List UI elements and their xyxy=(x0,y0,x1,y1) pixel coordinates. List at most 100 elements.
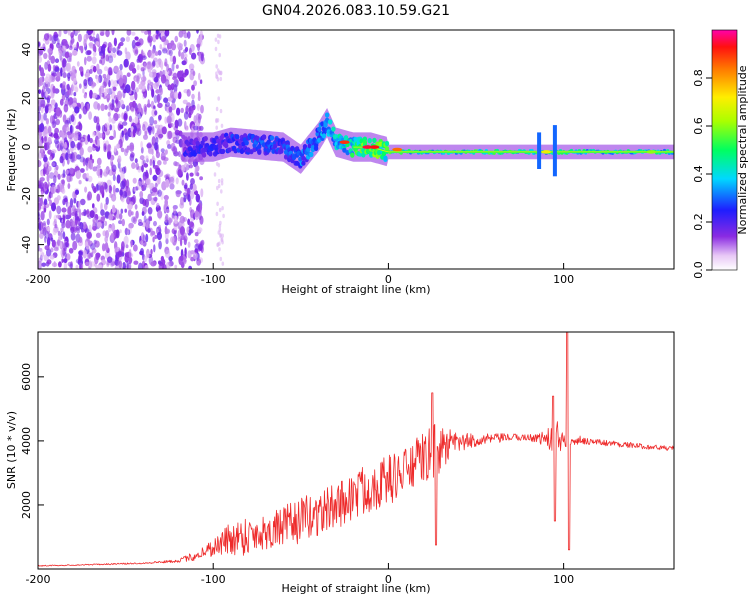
noise-point xyxy=(183,111,189,120)
noise-point xyxy=(165,208,170,214)
noise-point xyxy=(191,99,195,108)
noise-point xyxy=(86,208,90,218)
noise-point xyxy=(179,255,184,261)
noise-point xyxy=(104,235,108,243)
noise-point xyxy=(43,207,47,213)
noise-point xyxy=(162,48,168,54)
snr-plot-area xyxy=(38,332,674,567)
signal-peak xyxy=(339,140,350,144)
noise-point xyxy=(143,92,147,99)
noise-point xyxy=(92,166,98,172)
noise-point xyxy=(75,216,79,221)
noise-point xyxy=(61,148,67,154)
noise-point xyxy=(131,80,136,91)
noise-point xyxy=(46,259,52,265)
noise-point xyxy=(43,46,46,52)
noise-point xyxy=(200,53,204,62)
noise-point xyxy=(188,221,194,228)
noise-point xyxy=(185,125,189,130)
signal-point xyxy=(361,152,366,158)
noise-point xyxy=(116,90,123,101)
signal-point xyxy=(328,119,333,125)
noise-point xyxy=(147,99,150,107)
noise-point xyxy=(56,71,61,80)
noise-point xyxy=(132,100,137,109)
noise-point xyxy=(215,106,219,112)
noise-point xyxy=(214,46,218,52)
noise-point xyxy=(145,178,151,186)
noise-point xyxy=(134,158,138,164)
noise-point xyxy=(76,61,80,67)
noise-point xyxy=(96,169,101,177)
noise-point xyxy=(133,260,139,265)
noise-point xyxy=(62,198,66,206)
noise-point xyxy=(153,196,158,202)
noise-point xyxy=(173,222,178,231)
noise-point xyxy=(183,57,188,65)
noise-point xyxy=(80,168,85,173)
noise-point xyxy=(184,46,189,53)
noise-point xyxy=(187,31,191,39)
noise-point xyxy=(177,169,182,177)
noise-point xyxy=(60,179,65,185)
noise-point xyxy=(119,213,123,220)
noise-point xyxy=(151,69,157,75)
noise-point xyxy=(122,262,126,269)
snr-panel: -200 -100 0 100 2000 4000 6000 Height of stra… xyxy=(5,331,675,595)
noise-point xyxy=(179,70,182,77)
noise-point xyxy=(200,188,204,198)
noise-point xyxy=(151,48,156,54)
noise-point xyxy=(219,256,223,262)
signal-point xyxy=(317,126,322,132)
noise-point xyxy=(158,240,162,250)
y-tick-label: 40 xyxy=(20,43,33,57)
noise-point xyxy=(221,261,225,266)
noise-point xyxy=(163,97,169,103)
noise-point xyxy=(116,143,120,149)
noise-point xyxy=(107,224,112,233)
noise-point xyxy=(119,124,124,130)
noise-point xyxy=(68,45,73,51)
signal-point xyxy=(309,151,314,158)
noise-point xyxy=(128,222,134,229)
noise-point xyxy=(183,184,188,189)
noise-point xyxy=(122,90,126,99)
noise-point xyxy=(64,251,67,259)
noise-point xyxy=(121,103,126,110)
noise-point xyxy=(131,31,136,36)
noise-point xyxy=(140,67,145,72)
noise-point xyxy=(215,125,218,130)
noise-point xyxy=(63,258,68,264)
noise-point xyxy=(149,167,152,176)
noise-point xyxy=(67,62,72,72)
noise-point xyxy=(213,172,217,177)
noise-point xyxy=(196,43,201,48)
noise-point xyxy=(125,179,130,189)
noise-point xyxy=(54,102,58,110)
noise-point xyxy=(99,59,102,64)
noise-point xyxy=(104,88,108,97)
x-tick-label: -200 xyxy=(26,573,51,586)
noise-point xyxy=(111,161,114,171)
noise-point xyxy=(75,264,79,269)
noise-point xyxy=(43,198,48,206)
noise-point xyxy=(196,172,200,177)
noise-point xyxy=(44,76,49,84)
noise-point xyxy=(124,47,128,55)
noise-point xyxy=(59,241,63,249)
noise-point xyxy=(44,183,50,189)
noise-point xyxy=(123,112,128,120)
noise-point xyxy=(158,262,164,269)
noise-point xyxy=(152,159,156,168)
noise-point xyxy=(112,184,116,195)
noise-point xyxy=(48,52,51,61)
noise-point xyxy=(219,76,223,82)
noise-point xyxy=(96,221,102,228)
signal-point xyxy=(342,147,347,153)
noise-point xyxy=(192,183,197,192)
noise-point xyxy=(138,262,143,269)
noise-point xyxy=(191,93,195,100)
noise-point xyxy=(164,61,167,67)
noise-point xyxy=(98,87,102,94)
noise-point xyxy=(177,211,182,217)
